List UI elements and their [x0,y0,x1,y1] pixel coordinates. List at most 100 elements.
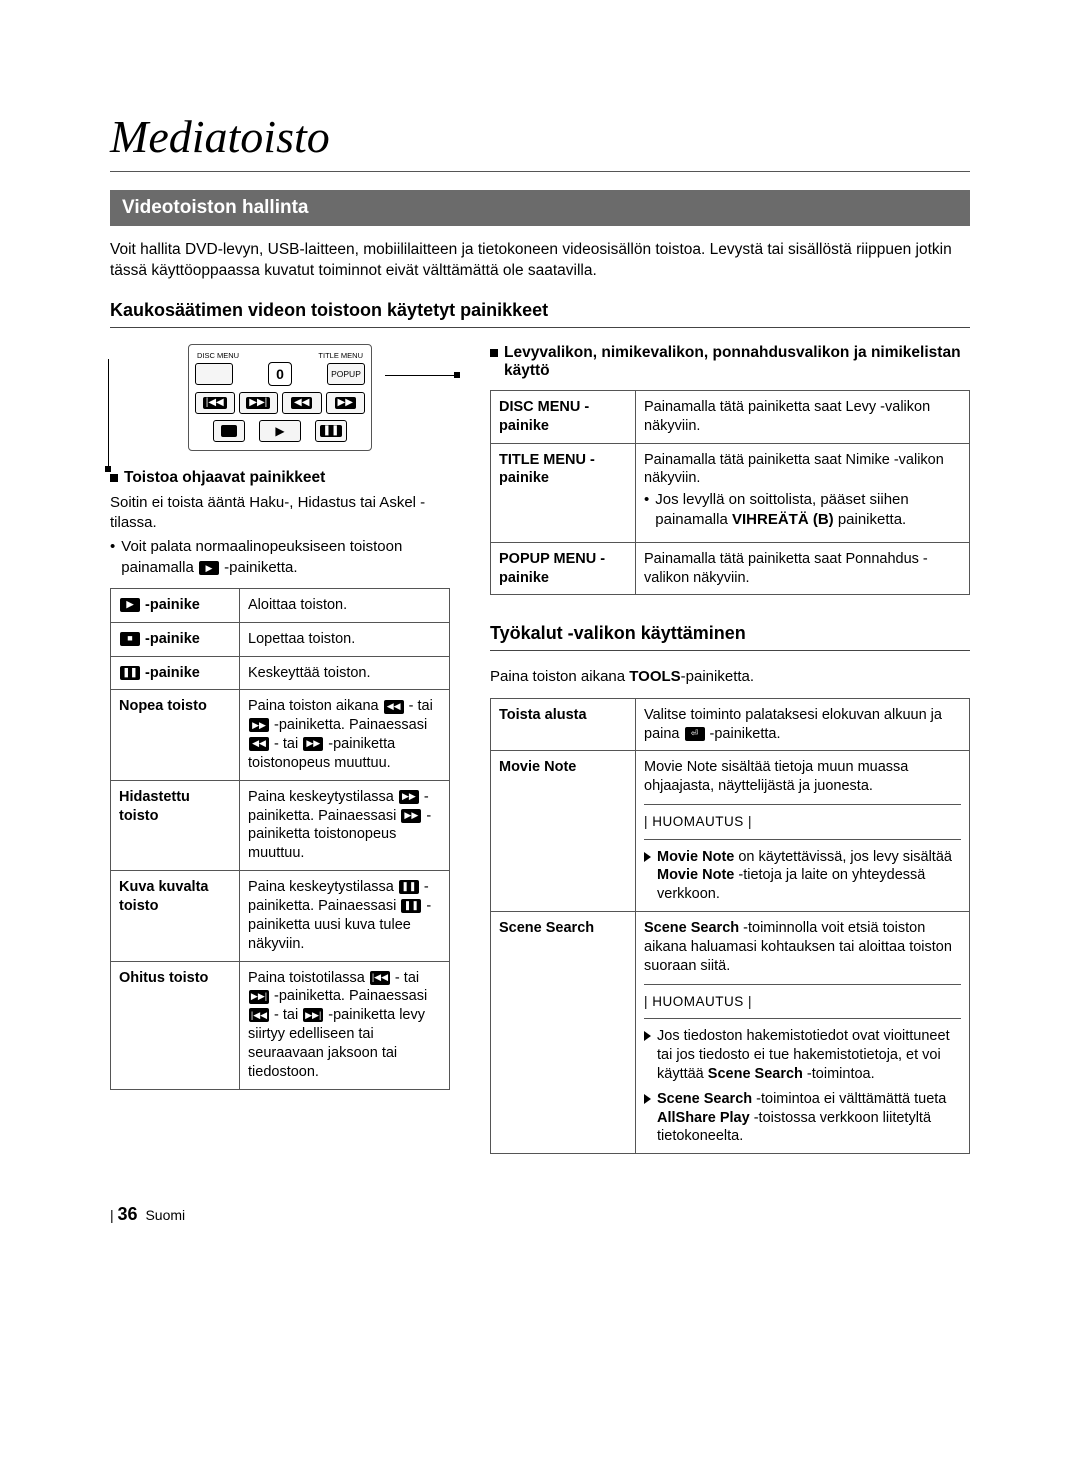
triangle-icon [644,852,651,862]
rewind-key: ◀◀ [282,392,322,414]
pause-icon: ❚❚ [120,666,140,680]
remote-heading: Kaukosäätimen videon toistoon käytetyt p… [110,300,970,321]
cell-value: Paina toiston aikana ◀◀ - tai ▶▶ -painik… [240,690,450,780]
triangle-icon [644,1031,651,1041]
connector-v [108,359,109,469]
table-row: Ohitus toisto Paina toistotilassa |◀◀ - … [111,961,450,1089]
footer-lang: Suomi [145,1207,185,1223]
playback-buttons-heading: Toistoa ohjaavat painikkeet [110,469,450,487]
menu-usage-heading: Levyvalikon, nimikevalikon, ponnahdusval… [490,344,970,380]
cell-label: -painike [145,631,200,647]
cell-value: Painamalla tätä painiketta saat Ponnahdu… [636,542,970,595]
note-label: | HUOMAUTUS | [644,993,961,1011]
stop-key [213,420,245,442]
tools-table: Toista alusta Valitse toiminto palatakse… [490,698,970,1155]
cell-value: Paina keskeytystilassa ❚❚ -painiketta. P… [240,871,450,961]
cell-value: Keskeyttää toiston. [240,656,450,690]
note-text-part: -painiketta. [224,559,297,576]
cell-text: Movie Note sisältää tietoja muun muassa … [644,758,961,796]
rewind-icon: ◀◀ [249,737,269,751]
menu-usage-heading-text: Levyvalikon, nimikevalikon, ponnahdusval… [504,344,970,380]
table-row: ▶ -painike Aloittaa toiston. [111,588,450,622]
table-row: Toista alusta Valitse toiminto palatakse… [491,698,970,751]
cell-label: Scene Search [491,912,636,1154]
title-underline [110,171,970,172]
next-icon: ▶▶| [303,1008,323,1022]
cell-value: Movie Note sisältää tietoja muun muassa … [636,751,970,912]
page-title: Mediatoisto [110,110,970,163]
forward-icon: ▶▶ [399,790,419,804]
pause-icon: ❚❚ [399,880,419,894]
cell-label: Movie Note [491,751,636,912]
cell-label: Kuva kuvalta toisto [111,871,240,961]
table-row: Kuva kuvalta toisto Paina keskeytystilas… [111,871,450,961]
note-bullet: • Voit palata normaalinopeuksiseen toist… [110,537,450,578]
page-number: 36 [118,1204,138,1224]
note-item: Jos tiedoston hakemistotiedot ovat vioit… [644,1027,961,1084]
tools-heading: Työkalut -valikon käyttäminen [490,623,970,644]
remote-diagram: DISC MENU TITLE MENU 0 POPUP |◀◀ ▶▶| ◀◀ … [188,344,372,451]
cell-value: Lopettaa toiston. [240,622,450,656]
playback-table: ▶ -painike Aloittaa toiston. ■ -painike … [110,588,450,1090]
zero-key: 0 [268,362,292,386]
cell-label: Ohitus toisto [111,961,240,1089]
divider [110,327,970,328]
connector-end [105,466,111,472]
divider [490,650,970,651]
tools-intro: Paina toiston aikana TOOLS-painiketta. [490,667,970,687]
cell-label: DISC MENU -painike [491,390,636,443]
rewind-icon: ◀◀ [384,700,404,714]
note-label: | HUOMAUTUS | [644,813,961,831]
disc-menu-label: DISC MENU [197,351,239,360]
forward-icon: ▶▶ [303,737,323,751]
cell-bullet: Jos levyllä on soittolista, pääset siihe… [655,490,961,531]
play-icon: ▶ [199,561,219,575]
title-menu-label: TITLE MENU [318,351,363,360]
forward-key: ▶▶ [326,392,366,414]
prev-icon: |◀◀ [249,1008,269,1022]
table-row: TITLE MENU -painike Painamalla tätä pain… [491,443,970,542]
cell-value: Painamalla tätä painiketta saat Nimike -… [636,443,970,542]
note-item: Movie Note on käytettävissä, jos levy si… [644,848,961,905]
note-text: Soitin ei toista ääntä Haku-, Hidastus t… [110,493,450,534]
disc-menu-key [195,363,233,385]
forward-icon: ▶▶ [401,809,421,823]
table-row: DISC MENU -painike Painamalla tätä paini… [491,390,970,443]
table-row: Nopea toisto Paina toiston aikana ◀◀ - t… [111,690,450,780]
cell-text: Painamalla tätä painiketta saat Nimike -… [644,451,961,489]
next-key: ▶▶| [239,392,279,414]
cell-label: TITLE MENU -painike [491,443,636,542]
cell-label: -painike [145,597,200,613]
page-footer: | 36 Suomi [110,1204,970,1225]
square-bullet-icon [490,349,498,357]
cell-value: Painamalla tätä painiketta saat Levy -va… [636,390,970,443]
table-row: ■ -painike Lopettaa toiston. [111,622,450,656]
cell-label: Toista alusta [491,698,636,751]
cell-label: POPUP MENU -painike [491,542,636,595]
square-bullet-icon [110,474,118,482]
cell-value: Scene Search -toiminnolla voit etsiä toi… [636,912,970,1154]
popup-key: POPUP [327,363,365,385]
section-heading: Videotoiston hallinta [110,190,970,226]
table-row: Scene Search Scene Search -toiminnolla v… [491,912,970,1154]
cell-label: Hidastettu toisto [111,780,240,870]
table-row: Hidastettu toisto Paina keskeytystilassa… [111,780,450,870]
cell-text: Scene Search -toiminnolla voit etsiä toi… [644,919,961,976]
enter-icon: ⏎ [685,727,705,741]
play-icon: ▶ [120,598,140,612]
cell-value: Paina keskeytystilassa ▶▶ -painiketta. P… [240,780,450,870]
prev-key: |◀◀ [195,392,235,414]
forward-icon: ▶▶ [249,718,269,732]
table-row: POPUP MENU -painike Painamalla tätä pain… [491,542,970,595]
menu-table: DISC MENU -painike Painamalla tätä paini… [490,390,970,596]
pause-key: ❚❚ [315,420,347,442]
playback-buttons-heading-text: Toistoa ohjaavat painikkeet [124,469,325,487]
prev-icon: |◀◀ [370,971,390,985]
note-item: Scene Search -toimintoa ei välttämättä t… [644,1090,961,1147]
table-row: ❚❚ -painike Keskeyttää toiston. [111,656,450,690]
stop-icon: ■ [120,632,140,646]
cell-value: Valitse toiminto palataksesi elokuvan al… [636,698,970,751]
cell-label: -painike [145,665,200,681]
cell-value: Aloittaa toiston. [240,588,450,622]
table-row: Movie Note Movie Note sisältää tietoja m… [491,751,970,912]
